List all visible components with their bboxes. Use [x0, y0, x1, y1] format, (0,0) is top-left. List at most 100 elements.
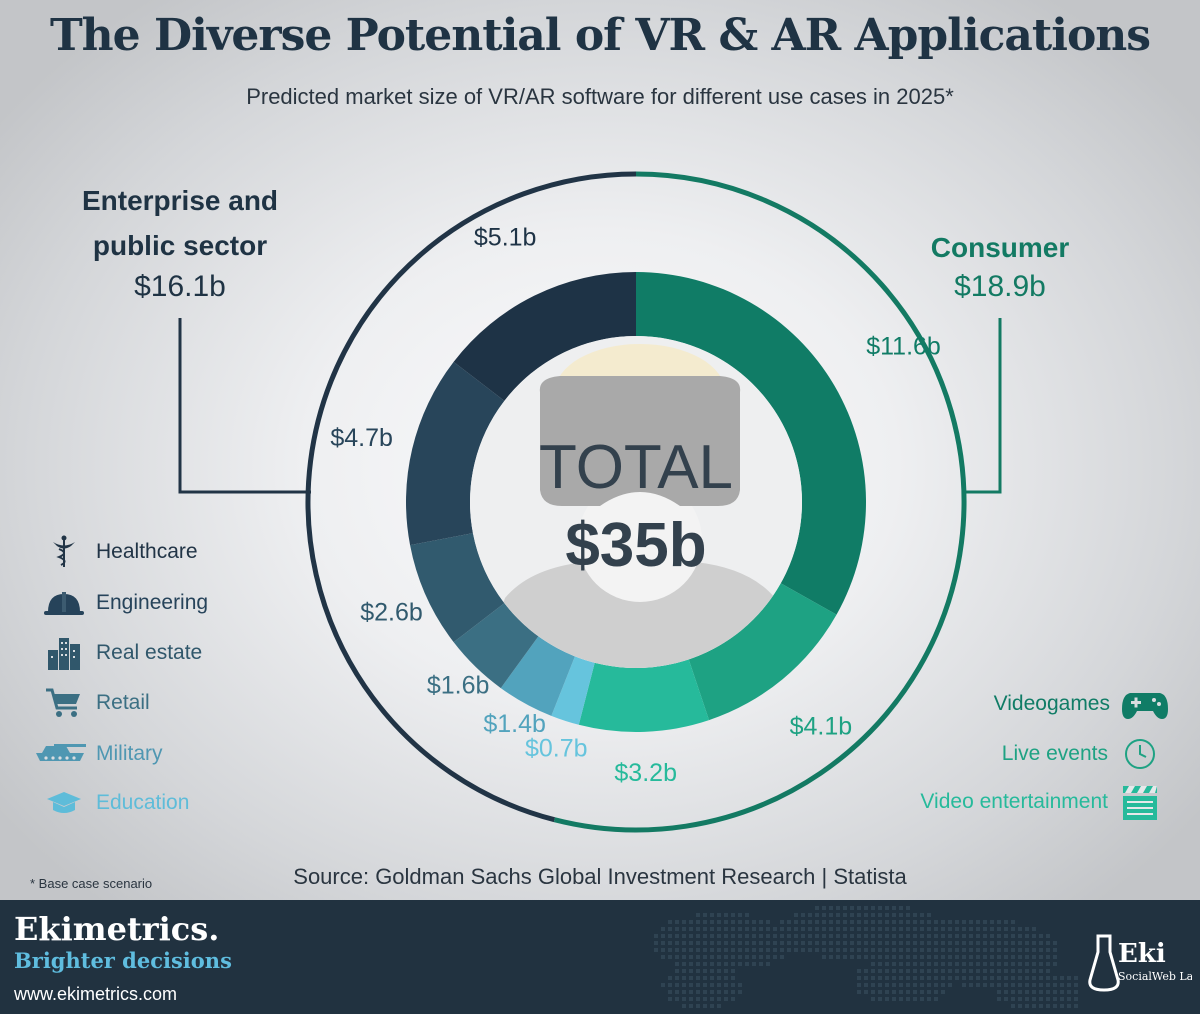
map-dot [983, 976, 987, 980]
map-dot [801, 920, 805, 924]
map-dot [906, 927, 910, 931]
map-dot [997, 990, 1001, 994]
slice-education [551, 656, 595, 725]
map-dot [864, 990, 868, 994]
map-dot [871, 934, 875, 938]
map-dot [696, 976, 700, 980]
map-dot [1067, 976, 1071, 980]
map-dot [717, 955, 721, 959]
map-dot [731, 934, 735, 938]
map-dot [1053, 962, 1057, 966]
map-dot [934, 976, 938, 980]
map-dot [717, 1004, 721, 1008]
map-dot [934, 955, 938, 959]
map-dot [934, 927, 938, 931]
map-dot [990, 920, 994, 924]
map-dot [927, 955, 931, 959]
map-dot [738, 983, 742, 987]
map-dot [857, 927, 861, 931]
map-dot [682, 997, 686, 1001]
map-dot [696, 948, 700, 952]
map-dot [808, 920, 812, 924]
map-dot [913, 948, 917, 952]
map-dot [829, 934, 833, 938]
enterprise-group-title: Enterprise and public sector [40, 178, 320, 268]
map-dot [731, 983, 735, 987]
website-link[interactable]: www.ekimetrics.com [14, 984, 178, 1004]
map-dot [976, 948, 980, 952]
map-dot [1011, 983, 1015, 987]
map-dot [717, 997, 721, 1001]
map-dot [822, 913, 826, 917]
map-dot [920, 955, 924, 959]
map-dot [780, 948, 784, 952]
source-credit: Source: Goldman Sachs Global Investment … [293, 864, 907, 889]
map-dot [913, 927, 917, 931]
buildings-icon [42, 636, 86, 670]
map-dot [738, 955, 742, 959]
map-dot [1018, 927, 1022, 931]
map-dot [668, 920, 672, 924]
map-dot [948, 983, 952, 987]
map-dot [1053, 976, 1057, 980]
map-dot [871, 920, 875, 924]
map-dot [983, 920, 987, 924]
map-dot [927, 997, 931, 1001]
map-dot [864, 948, 868, 952]
map-dot [745, 913, 749, 917]
map-dot [941, 941, 945, 945]
map-dot [941, 976, 945, 980]
graduation-cap-icon [42, 786, 86, 820]
map-dot [962, 983, 966, 987]
map-dot [801, 948, 805, 952]
map-dot [927, 983, 931, 987]
map-dot [941, 927, 945, 931]
map-dot [885, 941, 889, 945]
clapperboard-icon [1118, 785, 1162, 820]
map-dot [745, 934, 749, 938]
map-dot [920, 983, 924, 987]
map-dot [857, 948, 861, 952]
map-dot [780, 955, 784, 959]
map-dot [878, 941, 882, 945]
map-dot [920, 969, 924, 973]
map-dot [731, 969, 735, 973]
map-dot [920, 941, 924, 945]
map-dot [1060, 983, 1064, 987]
map-dot [941, 934, 945, 938]
map-dot [962, 941, 966, 945]
map-dot [682, 962, 686, 966]
map-dot [808, 934, 812, 938]
map-dot [731, 920, 735, 924]
map-dot [682, 969, 686, 973]
map-dot [843, 920, 847, 924]
map-dot [668, 976, 672, 980]
map-dot [1004, 955, 1008, 959]
map-dot [892, 934, 896, 938]
map-dot [759, 941, 763, 945]
legend-label: Videogames [993, 692, 1110, 715]
map-dot [955, 955, 959, 959]
map-dot [759, 927, 763, 931]
map-dot [752, 920, 756, 924]
map-dot [899, 997, 903, 1001]
map-dot [885, 920, 889, 924]
map-dot [661, 941, 665, 945]
map-dot [836, 948, 840, 952]
map-dot [808, 941, 812, 945]
map-dot [1046, 955, 1050, 959]
map-dot [1011, 1004, 1015, 1008]
map-dot [738, 990, 742, 994]
map-dot [745, 948, 749, 952]
map-dot [927, 920, 931, 924]
map-dot [885, 913, 889, 917]
map-dot [710, 941, 714, 945]
map-dot [850, 913, 854, 917]
map-dot [864, 955, 868, 959]
tank-icon [32, 737, 90, 771]
slice-healthcare [453, 272, 636, 401]
map-dot [801, 934, 805, 938]
legend-item-video-entertainment: Video entertainment [920, 785, 1162, 820]
map-dot [864, 941, 868, 945]
map-dot [815, 906, 819, 910]
